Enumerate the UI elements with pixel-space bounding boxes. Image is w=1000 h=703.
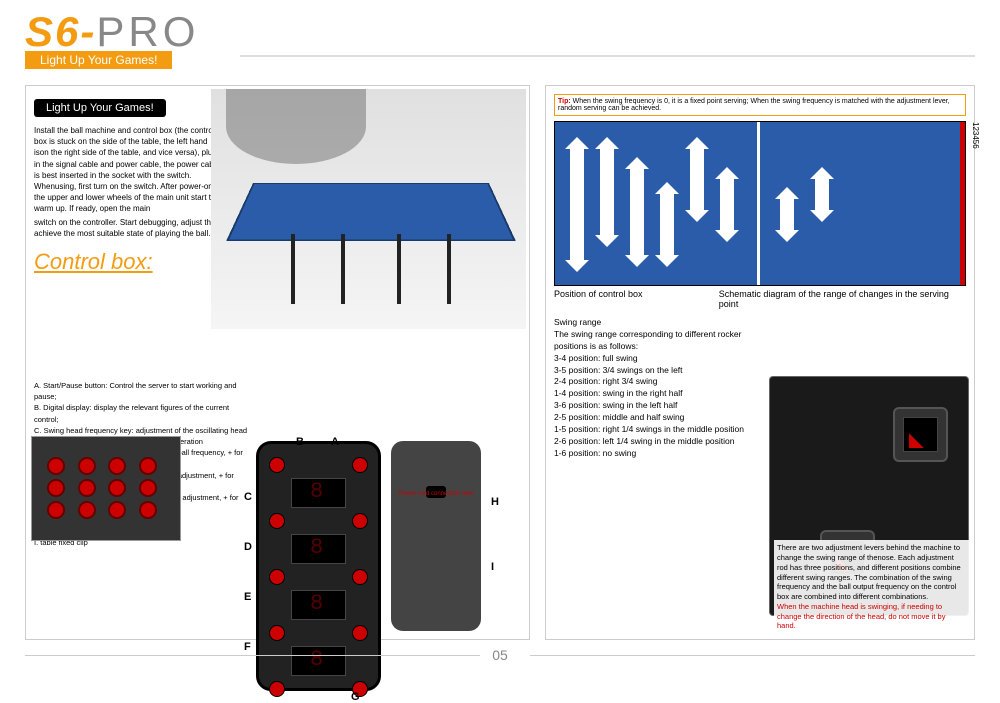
controller-back-diagram: Power cord connection hole <box>391 441 481 631</box>
label-a: A <box>331 436 339 448</box>
digital-display <box>291 646 346 676</box>
catch-net <box>226 89 366 164</box>
controller-front-diagram <box>256 441 381 691</box>
label-h: H <box>491 496 499 508</box>
red-baseline <box>960 122 965 285</box>
table-legs <box>281 234 461 319</box>
light-up-badge: Light Up Your Games! <box>34 99 166 117</box>
label-c: C <box>244 491 252 503</box>
swing-pos: 3-6 position: swing in the left half <box>554 400 764 412</box>
power-hole-label: Power cord connection hole <box>399 491 473 497</box>
control-item: B. Digital display: display the relevant… <box>34 402 254 425</box>
tip-box: Tip: When the swing frequency is 0, it i… <box>554 94 966 116</box>
caption-right: Schematic diagram of the range of change… <box>719 289 966 309</box>
adjust-text: There are two adjustment levers behind t… <box>777 543 961 601</box>
digital-display <box>291 478 346 508</box>
label-i: I <box>491 561 494 573</box>
schematic-captions: Position of control box Schematic diagra… <box>554 289 966 309</box>
footer-line-left <box>25 655 480 656</box>
header: S6-PRO Light Up Your Games! <box>25 8 199 69</box>
label-b: B <box>296 436 304 448</box>
label-g: G <box>351 691 360 703</box>
adjust-warning: When the machine head is swinging, if ne… <box>777 602 945 631</box>
swing-pos: 2-6 position: left 1/4 swing in the midd… <box>554 436 764 448</box>
adjustment-knob <box>893 407 948 462</box>
swing-pos: 2-5 position: middle and half swing <box>554 412 764 424</box>
brand-s6: S6 <box>25 8 80 55</box>
label-f: F <box>244 641 251 653</box>
digital-display <box>291 590 346 620</box>
swing-pos: 2-4 position: right 3/4 swing <box>554 376 764 388</box>
footer-line-right <box>530 655 975 656</box>
control-box-photo <box>31 436 181 541</box>
swing-pos: 1-5 position: right 1/4 swings in the mi… <box>554 424 764 436</box>
caption-left: Position of control box <box>554 289 719 309</box>
header-divider <box>240 55 975 57</box>
control-item: A. Start/Pause button: Control the serve… <box>34 380 254 403</box>
label-d: D <box>244 541 252 553</box>
swing-intro: The swing range corresponding to differe… <box>554 329 764 353</box>
table-photo <box>211 89 526 329</box>
digital-display <box>291 534 346 564</box>
swing-pos: 1-4 position: swing in the right half <box>554 388 764 400</box>
scale-numbers: 123456 <box>971 122 980 149</box>
table-surface <box>226 183 516 241</box>
tip-label: Tip: <box>558 98 571 105</box>
swing-pos: 1-6 position: no swing <box>554 448 764 460</box>
page-number: 05 <box>492 647 508 663</box>
left-panel: Light Up Your Games! Install the ball ma… <box>25 85 530 640</box>
adjustment-note: There are two adjustment levers behind t… <box>774 540 969 634</box>
brand-dash: - <box>80 8 96 55</box>
tip-text: When the swing frequency is 0, it is a f… <box>558 98 950 112</box>
swing-range-section: Swing range The swing range correspondin… <box>554 317 764 460</box>
swing-pos: 3-4 position: full swing <box>554 353 764 365</box>
right-panel: Tip: When the swing frequency is 0, it i… <box>545 85 975 640</box>
swing-title: Swing range <box>554 317 764 329</box>
schematic-diagram: 123456 <box>554 121 966 286</box>
label-e: E <box>244 591 251 603</box>
header-tagline: Light Up Your Games! <box>25 51 172 69</box>
swing-pos: 3-5 position: 3/4 swings on the left <box>554 365 764 377</box>
instruction-text-1: Install the ball machine and control box… <box>34 125 224 215</box>
brand-pro: PRO <box>96 8 199 55</box>
